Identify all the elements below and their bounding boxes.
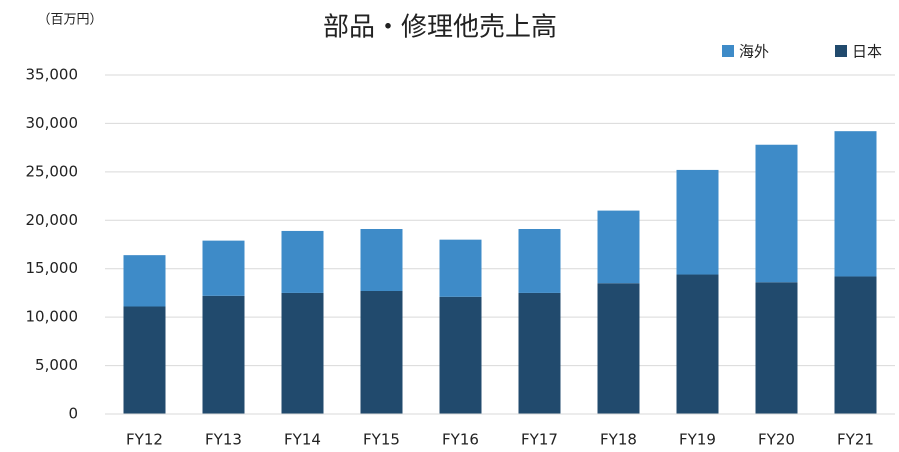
bar-segment (755, 144, 798, 283)
x-tick-label: FY16 (442, 431, 479, 449)
y-tick-label: 10,000 (26, 308, 79, 326)
bar-segment (439, 239, 482, 297)
bar-segment (597, 210, 640, 284)
bar-segment (518, 292, 561, 414)
y-tick-label: 35,000 (26, 66, 79, 84)
y-tick-label: 0 (68, 405, 78, 423)
legend-label: 海外 (739, 43, 769, 61)
bar-segment (281, 230, 324, 293)
bar-segment (202, 295, 245, 414)
bar-segment (834, 131, 877, 277)
x-tick-label: FY14 (284, 431, 321, 449)
bar-segment (360, 229, 403, 291)
legend-label: 日本 (852, 43, 882, 61)
x-tick-label: FY19 (679, 431, 716, 449)
x-tick-label: FY13 (205, 431, 242, 449)
y-tick-label: 5,000 (35, 356, 78, 374)
legend-swatch (835, 45, 847, 57)
x-tick-label: FY21 (837, 431, 874, 449)
legend-swatch (722, 45, 734, 57)
bar-segment (834, 276, 877, 414)
x-tick-label: FY12 (126, 431, 163, 449)
bar-segment (202, 240, 245, 296)
bar-segment (360, 290, 403, 414)
bar-segment (518, 229, 561, 293)
bar-segment (439, 296, 482, 414)
bar-segment (597, 283, 640, 414)
bar-segment (123, 306, 166, 414)
bar-segment (281, 292, 324, 414)
unit-label: （百万円） (37, 13, 102, 28)
bar-segment (123, 255, 166, 307)
y-tick-label: 25,000 (26, 162, 79, 180)
x-tick-label: FY20 (758, 431, 795, 449)
chart-title: 部品・修理他売上高 (323, 13, 557, 43)
x-tick-label: FY18 (600, 431, 637, 449)
y-tick-label: 15,000 (26, 259, 79, 277)
x-tick-label: FY15 (363, 431, 400, 449)
x-tick-label: FY17 (521, 431, 558, 449)
y-tick-label: 30,000 (26, 114, 79, 132)
bar-segment (755, 282, 798, 414)
bar-segment (676, 169, 719, 275)
y-tick-label: 20,000 (26, 211, 79, 229)
bar-segment (676, 274, 719, 414)
